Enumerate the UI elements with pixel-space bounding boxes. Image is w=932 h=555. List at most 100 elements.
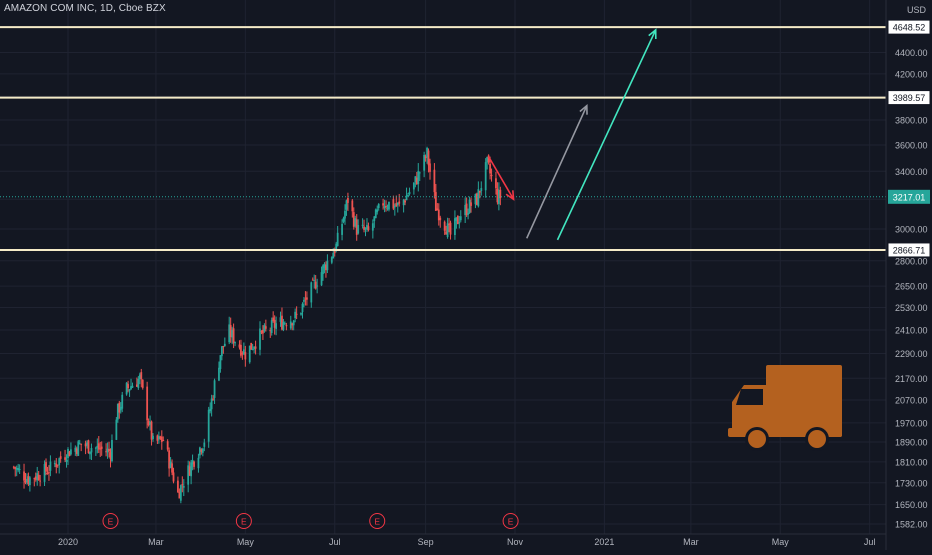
candle-body [140,372,143,380]
y-tick-label: 3000.00 [895,225,928,235]
earnings-label: E [241,517,247,527]
candle-body [376,209,379,213]
y-tick-label: 3400.00 [895,167,928,177]
x-tick-label: May [772,537,790,547]
x-tick-label: Mar [683,537,699,547]
last-price-tag: 3217.01 [888,189,930,204]
earnings-marker: E [369,513,386,529]
candle-body [181,484,184,486]
candle-body [423,154,426,171]
candle-body [262,329,264,334]
candle-body [58,458,61,466]
candle-body [345,200,348,210]
earnings-circle [502,513,519,529]
truck-window [736,389,763,405]
candle-body [218,367,220,381]
candle-body [178,492,181,499]
y-tick-label: 2410.00 [895,325,928,335]
candle-body [335,243,338,252]
candle-body [291,323,294,326]
last-price-box [888,189,930,204]
candle-body [316,285,319,287]
candle-body [70,449,72,455]
candle-body [14,467,17,470]
candle-body [166,441,169,450]
candle-body [311,279,314,281]
y-tick-label: 3600.00 [895,140,928,150]
candle-body [149,422,151,425]
candle-body [137,378,140,388]
candle-body [65,460,68,462]
candle-body [489,163,491,174]
candle-body [222,346,225,348]
candle-body [193,461,195,467]
candle-body [495,178,497,189]
candle-body [468,199,471,214]
candle-body [127,384,129,389]
x-tick-label: 2021 [594,537,614,547]
candle-body [111,440,113,462]
candle-body [228,324,231,343]
candle-body [263,325,266,332]
symbol-title: AMAZON COM INC, 1D, Cboe BZX [4,3,166,14]
candle-body [443,221,446,231]
candle-body [28,477,31,486]
candle-body [292,320,295,326]
candle-body [105,451,108,453]
candle-body [55,463,58,468]
candle-body [138,374,141,379]
candle-body [109,452,112,460]
candle-body [352,212,355,227]
candle-body [475,193,478,205]
arrow-shaft [525,105,588,239]
level-price-tag: 4648.52 [887,19,931,35]
candle-body [223,343,226,347]
candle-body [80,443,83,445]
candle-body [393,205,396,208]
candle-body [169,461,172,468]
candle-body [270,320,273,333]
candle-body [439,217,442,221]
candle-body [18,468,21,470]
candle-body [336,232,339,246]
candle-body [191,460,194,465]
candle-body [37,474,40,481]
candle-body [128,389,131,391]
candle-body [371,223,374,231]
arrow-shaft [556,29,657,241]
candle-body [27,476,30,485]
candle-body [125,382,128,395]
candle-body [385,205,387,208]
candle-body [43,464,46,482]
y-tick-label: 2170.00 [895,374,928,384]
candle-body [48,472,50,474]
candle-body [100,446,103,449]
candle-body [106,448,109,453]
candle-body [367,226,370,231]
candle-body [150,421,153,440]
candle-body [301,303,304,312]
candle-body [89,451,91,455]
candle-body [162,440,165,442]
candle-body [392,199,395,209]
candle-body [300,312,302,315]
teal-up-arrow [556,28,657,241]
candle-body [325,264,327,271]
truck-cargo [766,365,842,437]
level-tag-label: 2866.71 [893,245,926,255]
candle-body [445,231,448,235]
candle-body [188,466,191,476]
candle-body [282,322,285,330]
candle-body [251,349,254,351]
candle-body [303,299,305,302]
candle-body [417,170,420,185]
candle-body [232,328,235,344]
level-tag-box [887,19,931,35]
candle-body [231,329,234,338]
candle-body [412,182,415,190]
candle-body [314,281,317,289]
candle-body [484,162,487,191]
candle-body [171,463,173,473]
